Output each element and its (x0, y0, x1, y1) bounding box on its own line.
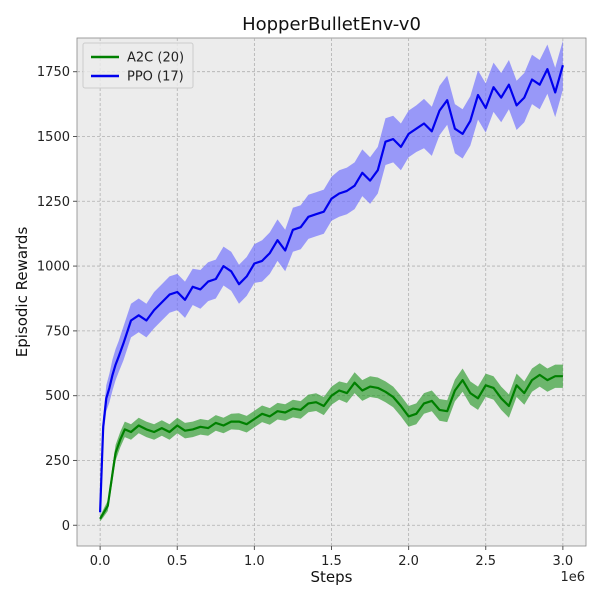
axis-ticks: 0.0 0.5 1.0 1.5 2.0 2.5 3.0 0 250 500 750 1000 1250 1… (37, 65, 573, 569)
y-tick-label: 1500 (37, 130, 70, 145)
legend-label-a2c: A2C (20) (127, 51, 184, 66)
y-tick-label: 1750 (37, 65, 70, 80)
band-ppo-17 (100, 40, 563, 518)
x-tick-label: 0.0 (90, 554, 111, 569)
series-lines (99, 64, 564, 520)
x-tick-label: 3.0 (553, 554, 574, 569)
y-tick-label: 500 (45, 389, 70, 404)
x-axis-label: Steps (311, 568, 353, 586)
y-tick-label: 0 (62, 519, 70, 534)
x-tick-label: 0.5 (167, 554, 188, 569)
x-axis-offset-text: 1e6 (560, 570, 585, 585)
series-line-ppo-17 (99, 64, 564, 513)
y-tick-label: 1000 (37, 260, 70, 275)
band-a2c-20 (100, 363, 563, 522)
x-tick-label: 1.5 (321, 554, 342, 569)
y-tick-label: 250 (45, 454, 70, 469)
y-tick-label: 750 (45, 324, 70, 339)
legend-label-ppo: PPO (17) (127, 70, 184, 85)
x-tick-label: 2.5 (475, 554, 496, 569)
y-tick-label: 1250 (37, 195, 70, 210)
legend: A2C (20) PPO (17) (82, 42, 194, 89)
confidence-bands (100, 40, 563, 522)
x-tick-label: 2.0 (398, 554, 419, 569)
series-line-a2c-20 (99, 373, 563, 520)
x-tick-label: 1.0 (244, 554, 265, 569)
y-axis-label: Episodic Rewards (13, 227, 31, 358)
chart-title: HopperBulletEnv-v0 (242, 14, 421, 35)
